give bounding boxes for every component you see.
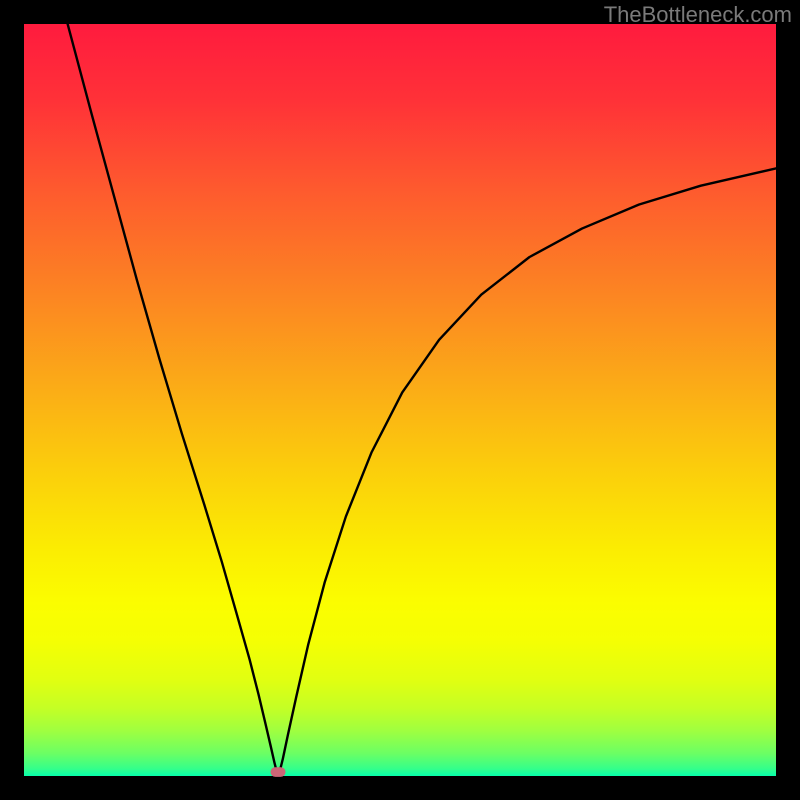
minimum-marker (271, 767, 286, 777)
chart-stage: TheBottleneck.com (0, 0, 800, 800)
watermark-text: TheBottleneck.com (604, 2, 792, 28)
bottleneck-curve (24, 24, 776, 776)
plot-area (24, 24, 776, 776)
curve-right-branch (278, 168, 776, 776)
curve-left-branch (68, 24, 279, 776)
